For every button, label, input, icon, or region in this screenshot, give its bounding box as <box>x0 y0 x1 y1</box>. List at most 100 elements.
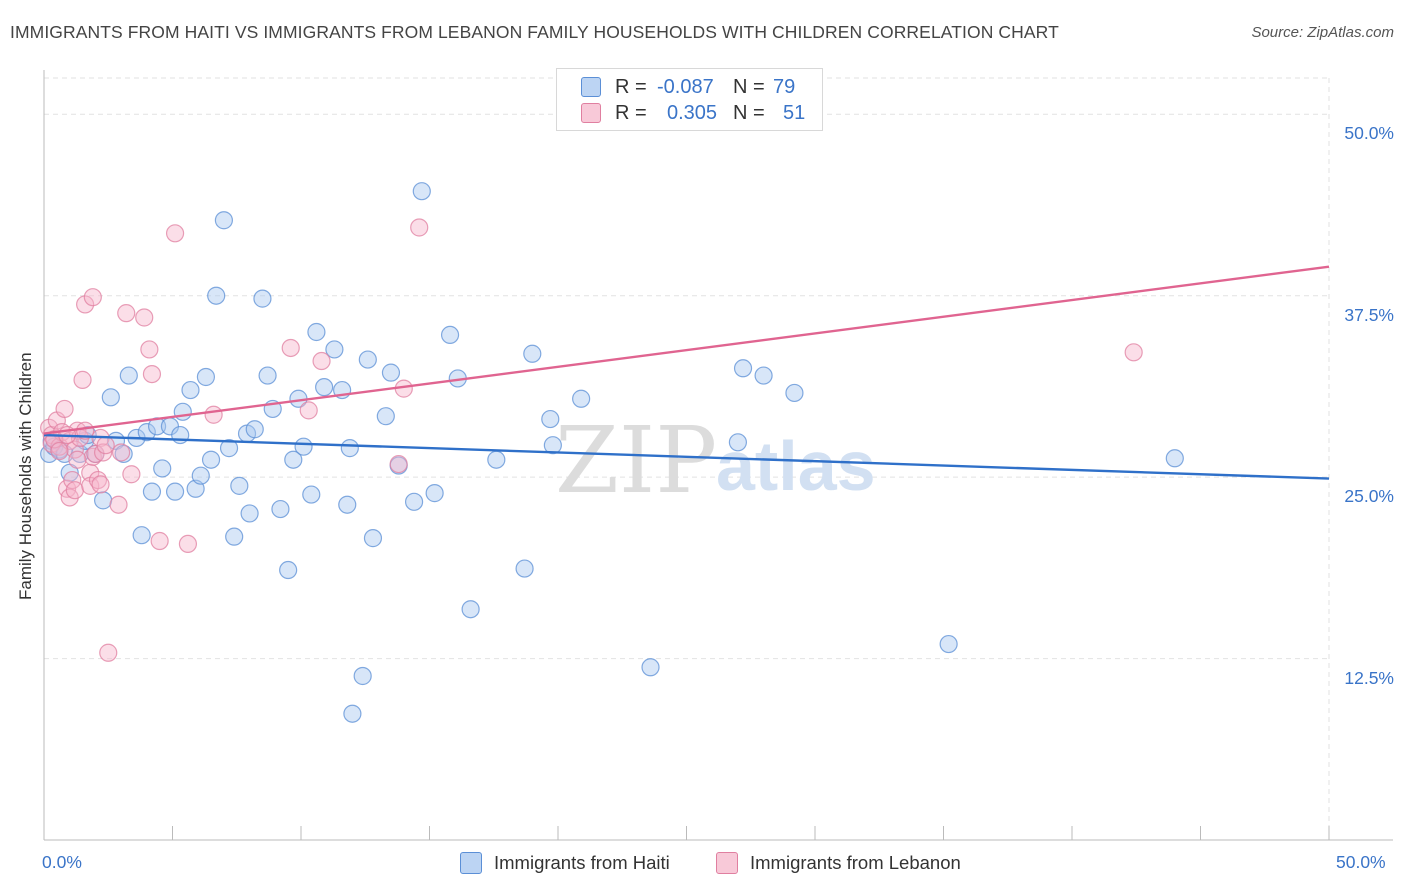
haiti-point <box>307 322 326 342</box>
haiti-point <box>225 527 244 546</box>
series-label-haiti: Immigrants from Haiti <box>494 852 670 873</box>
series-legend-haiti: Immigrants from Haiti <box>460 852 670 874</box>
lebanon-point <box>94 443 113 462</box>
lebanon-point <box>312 351 331 371</box>
legend-n-label: N = <box>733 101 765 124</box>
haiti-point <box>515 559 534 578</box>
haiti-point <box>245 420 264 439</box>
lebanon-point <box>142 364 162 384</box>
y-axis-title: Family Households with Children <box>16 352 35 600</box>
lebanon-point <box>111 443 131 462</box>
haiti-point <box>572 389 591 408</box>
haiti-point <box>181 380 200 400</box>
legend-n-value: 79 <box>773 75 796 98</box>
y-tick-label: 12.5% <box>1344 667 1394 688</box>
haiti-point <box>302 485 321 504</box>
legend-row-lebanon: R = 0.305 N = 51 <box>581 102 805 124</box>
haiti-point <box>338 495 357 514</box>
lebanon-point <box>73 370 92 389</box>
lebanon-point <box>76 421 95 440</box>
lebanon-point <box>83 447 102 466</box>
lebanon-point <box>68 450 87 469</box>
haiti-point <box>1165 449 1184 468</box>
x-tick-label-min: 0.0% <box>42 852 82 872</box>
haiti-point <box>461 600 480 619</box>
lebanon-point <box>135 308 154 327</box>
haiti-point <box>253 289 272 308</box>
haiti-point <box>728 433 748 452</box>
lebanon-point <box>76 295 95 314</box>
haiti-point <box>201 450 221 469</box>
haiti-point <box>173 402 192 421</box>
haiti-point <box>939 634 958 654</box>
haiti-point <box>191 466 210 485</box>
legend-r-label: R = <box>615 101 647 124</box>
haiti-point <box>132 526 151 545</box>
haiti-point <box>325 340 344 359</box>
lebanon-point <box>178 534 198 554</box>
legend-n-label: N = <box>733 75 765 98</box>
haiti-point <box>381 363 401 382</box>
haiti-point <box>412 182 431 201</box>
haiti-point <box>196 367 216 387</box>
haiti-point <box>315 378 334 397</box>
haiti-point <box>425 484 444 503</box>
haiti-point <box>258 366 277 385</box>
haiti-point <box>404 492 424 511</box>
haiti-point <box>240 504 259 523</box>
legend-r-value: -0.087 <box>657 75 714 98</box>
haiti-point <box>523 344 542 363</box>
lebanon-point <box>389 454 408 474</box>
haiti-point <box>119 366 138 385</box>
watermark-zip: ZIP <box>555 407 717 514</box>
lebanon-point <box>1124 343 1143 362</box>
legend-n-value: 51 <box>783 101 806 124</box>
haiti-point <box>641 658 660 677</box>
haiti-points <box>40 182 1184 723</box>
series-legend-lebanon: Immigrants from Lebanon <box>716 852 961 874</box>
haiti-point <box>142 482 162 501</box>
haiti-point <box>541 409 560 429</box>
watermark: ZIP atlas <box>555 407 876 514</box>
source-label: Source: ZipAtlas.com <box>1251 24 1394 41</box>
lebanon-point <box>150 531 169 551</box>
haiti-point <box>358 350 377 369</box>
lebanon-point <box>165 224 185 243</box>
lebanon-trendline <box>43 265 1330 435</box>
chart-title: IMMIGRANTS FROM HAITI VS IMMIGRANTS FROM… <box>10 22 1059 42</box>
haiti-point <box>279 560 298 580</box>
haiti-point <box>219 439 239 458</box>
lebanon-point <box>96 436 115 455</box>
legend-r-label: R = <box>615 75 647 98</box>
lebanon-point <box>99 643 118 662</box>
haiti-point <box>94 491 113 510</box>
haiti-point <box>284 450 303 469</box>
legend-swatch-lebanon <box>581 103 601 123</box>
haiti-point <box>785 383 804 403</box>
lebanon-point <box>55 399 74 419</box>
lebanon-point <box>50 441 69 461</box>
haiti-point <box>353 666 372 686</box>
legend-r-value: 0.305 <box>667 101 718 124</box>
haiti-point <box>733 359 753 378</box>
lebanon-point <box>410 218 429 237</box>
lebanon-point <box>117 304 136 323</box>
lebanon-point <box>122 465 141 484</box>
haiti-point <box>340 439 359 458</box>
haiti-point <box>153 459 172 478</box>
haiti-point <box>294 437 313 456</box>
axes <box>43 70 1393 841</box>
haiti-point <box>137 423 156 442</box>
series-legend: Immigrants from Haiti Immigrants from Le… <box>0 852 1406 876</box>
lebanon-point <box>65 481 84 500</box>
legend-swatch-haiti <box>581 77 601 97</box>
haiti-point <box>214 211 233 230</box>
lebanon-point <box>299 401 318 420</box>
lebanon-point <box>204 405 223 424</box>
haiti-trendline <box>43 433 1330 480</box>
haiti-point <box>165 482 185 501</box>
haiti-point <box>754 366 773 385</box>
haiti-point <box>207 286 226 305</box>
x-tick-label-max: 50.0% <box>1336 852 1386 872</box>
